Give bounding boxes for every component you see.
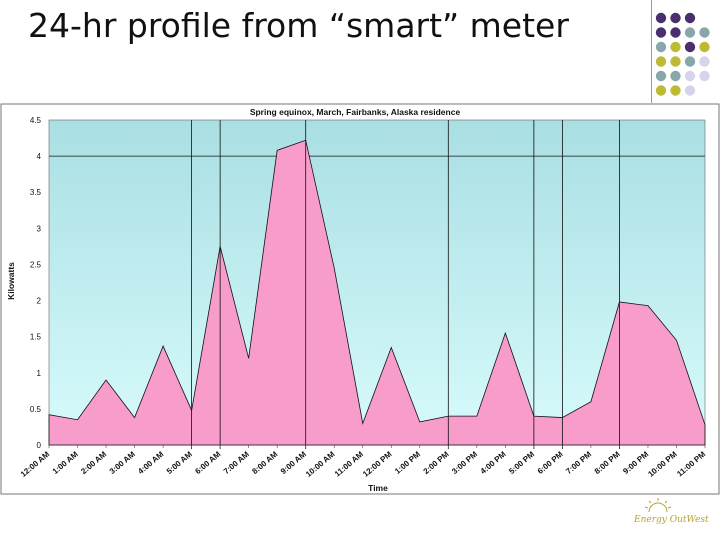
dot [670, 12, 681, 24]
y-tick-label: 4 [37, 152, 42, 161]
y-tick-label: 1.5 [30, 333, 42, 342]
logo-text: Energy OutWest [634, 515, 709, 525]
dot [670, 85, 681, 96]
dot [655, 70, 667, 82]
dot [684, 70, 696, 82]
dot [670, 27, 681, 38]
y-tick-label: 2.5 [30, 260, 42, 269]
dot [684, 41, 696, 53]
dot [670, 56, 681, 67]
dot [655, 27, 667, 38]
y-tick-label: 0.5 [30, 405, 42, 414]
y-tick-label: 1 [37, 369, 42, 378]
x-axis-label: Time [368, 483, 388, 493]
title-divider [651, 0, 652, 103]
dot [684, 85, 696, 96]
dot [699, 70, 710, 82]
dot [670, 41, 681, 53]
dot [684, 56, 696, 67]
dot [670, 70, 681, 82]
y-tick-label: 2 [37, 297, 42, 306]
dot [699, 41, 710, 53]
dot [699, 56, 710, 67]
slide-title: 24-hr profile from “smart” meter [28, 6, 569, 45]
dot [655, 85, 667, 96]
area-series [48, 139, 706, 446]
dot [699, 27, 710, 38]
chart: Spring equinox, March, Fairbanks, Alaska… [0, 103, 720, 495]
sun-icon [644, 498, 672, 513]
dot [655, 12, 667, 24]
logo-mark [644, 498, 672, 513]
dot [684, 12, 696, 24]
y-tick-label: 4.5 [30, 116, 42, 125]
y-tick-label: 3 [37, 224, 42, 233]
dot [684, 27, 696, 38]
chart-title: Spring equinox, March, Fairbanks, Alaska… [250, 107, 461, 117]
y-tick-label: 3.5 [30, 188, 42, 197]
dot [655, 41, 667, 53]
y-tick-label: 0 [37, 441, 42, 450]
y-axis-label: Kilowatts [6, 262, 16, 300]
dot [655, 56, 667, 67]
